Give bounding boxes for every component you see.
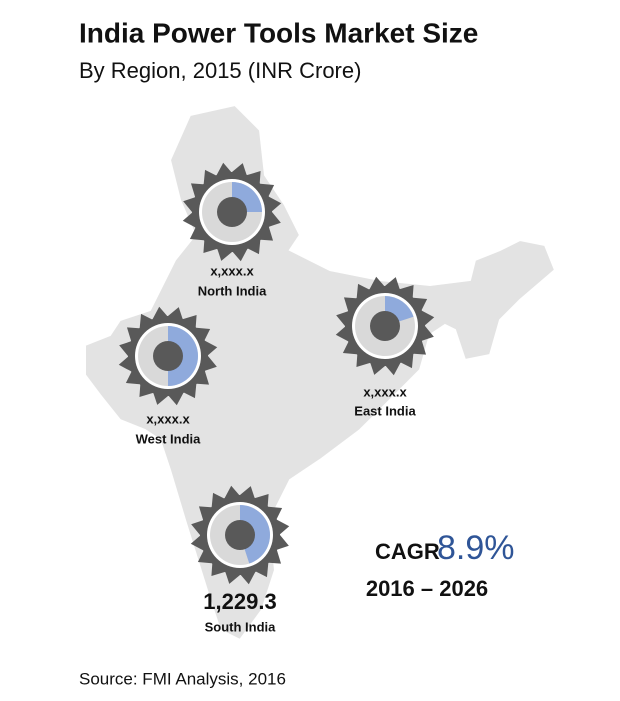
region-name: South India [205,619,277,634]
region-value: x,xxx.x [210,263,254,278]
title: India Power Tools Market Size [79,17,478,48]
cagr-label: CAGR [375,539,440,564]
region-name: North India [198,283,267,298]
cagr-period: 2016 – 2026 [366,576,488,601]
region-name: West India [136,431,202,446]
blade-hub [153,341,183,371]
region-value: x,xxx.x [363,384,407,399]
region-value: 1,229.3 [203,589,276,614]
source: Source: FMI Analysis, 2016 [79,669,286,688]
region-name: East India [354,403,416,418]
share-wedge [240,505,270,564]
blade-hub [217,197,247,227]
blade-hub [225,520,255,550]
cagr-value: 8.9% [437,529,515,567]
blade-hub [370,311,400,341]
region-value: x,xxx.x [146,411,190,426]
subtitle: By Region, 2015 (INR Crore) [79,58,361,83]
